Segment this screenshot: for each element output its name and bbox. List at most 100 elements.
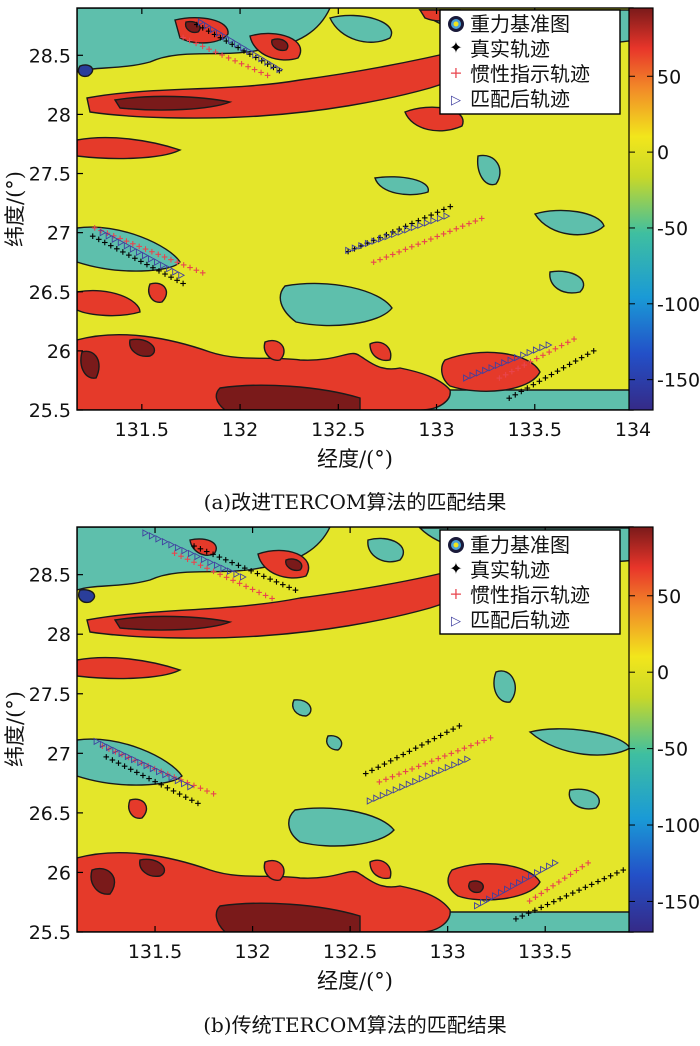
track-point [148,532,156,540]
track-point [396,771,402,777]
track-point [457,758,465,766]
track-point [210,568,217,575]
track-point [494,361,502,370]
track-point [220,564,228,572]
track-point [502,372,509,378]
track-point [582,884,589,891]
legend-entry: 真实轨迹 [470,558,550,582]
track-point [112,746,120,755]
track-point [423,219,431,227]
track-point [463,374,470,382]
track-point [588,881,595,888]
track-point [236,580,243,587]
track-point [560,364,567,371]
track-point [197,18,205,26]
y-tick-label: 27.5 [29,684,71,706]
track-point [584,351,591,358]
track-point [115,760,122,766]
track-point [456,723,463,729]
track-point [252,51,260,59]
track-point [510,882,517,890]
track-point [174,776,182,785]
tracks-b [93,529,627,922]
track-point [525,910,532,916]
colorbar-tick-label: 50 [657,66,681,88]
legend-plus-red: + [449,584,462,603]
track-point [174,543,182,552]
track-point [225,55,232,61]
track-point [197,562,204,569]
track-point [155,535,163,543]
track-point [120,249,126,255]
track-point [595,878,601,885]
track-point [124,752,132,761]
track-point [620,867,627,873]
track-point [254,570,261,577]
track-point [235,562,242,569]
track-point [492,892,499,900]
track-point [191,782,197,789]
track-point [506,395,513,401]
colorbar-tick-label: -100 [657,815,700,837]
track-point [419,742,425,748]
track-point [166,264,173,273]
track-point [453,225,460,232]
track-point [152,778,158,785]
track-point [149,764,157,773]
track-point [204,565,210,572]
track-point [174,277,180,284]
x-tick-label: 132.5 [311,419,365,441]
track-point [362,770,369,777]
track-point [171,550,178,557]
track-point [532,907,538,914]
track-point [402,246,409,253]
track-point [187,549,195,558]
track-point [121,763,128,769]
track-point [280,581,286,588]
x-tick-label: 131.5 [128,941,182,963]
track-point [434,209,441,216]
track-point [444,729,450,736]
track-point [431,735,438,742]
track-point [402,768,409,775]
track-point [142,246,149,252]
x-axis-label-b: 经度/(°) [317,969,393,993]
ticks-a: 131.5 132 132.5 133 133.5 134 25.5 26 26.5 27 27.5… [29,8,651,441]
track-point [256,589,262,596]
track-point [191,543,197,549]
track-point [533,355,540,362]
track-point [430,216,438,225]
track-point [194,552,202,561]
track-point [447,228,453,235]
track-point [134,769,140,776]
y-axis-label-b: 纬度/(°) [3,691,27,767]
track-point [127,766,134,773]
track-point [383,254,390,260]
track-point [444,763,452,772]
panel-a: 131.5 132 132.5 133 133.5 134 25.5 26 26.5 27 27.5… [3,7,700,514]
track-point [240,43,248,52]
track-point [526,898,533,904]
track-point [170,788,177,794]
track-point [466,220,472,227]
track-point [552,859,559,867]
y-tick-label: 26.5 [29,282,71,304]
track-point [448,750,455,757]
y-tick-label: 25.5 [29,922,71,944]
colorbar-tick-label: -150 [657,891,700,913]
track-point [216,29,223,37]
track-point [248,568,254,574]
track-point [590,348,597,354]
x-tick-label: 133 [430,941,466,963]
track-point [161,538,169,546]
track-point [200,555,208,564]
legend-a: 重力基准图 ✦ 真实轨迹 + 惯性指示轨迹 ▷ 匹配后轨迹 [439,9,621,115]
track-point [172,268,180,276]
colorbar-tick-label: -150 [657,370,700,392]
track-point [234,40,241,48]
legend-triangle: ▷ [451,93,461,108]
track-point [579,863,586,870]
track-point [210,25,217,34]
track-point [556,879,562,885]
track-point [364,239,372,248]
